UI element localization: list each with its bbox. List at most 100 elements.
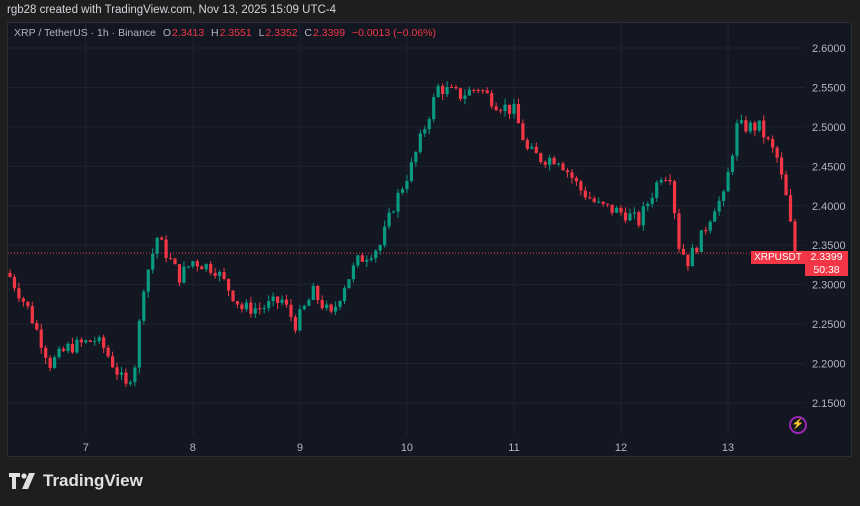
lightning-icon[interactable]: ⚡ (789, 416, 807, 434)
candle-body (556, 163, 561, 165)
candle-body (316, 286, 320, 301)
candle-body (762, 120, 766, 138)
candle-body (503, 104, 507, 112)
candle-body (494, 106, 498, 111)
candle-body (695, 247, 699, 253)
candle-body (521, 123, 525, 141)
candle-body (775, 147, 779, 158)
candle-body (512, 104, 516, 114)
candle-body (84, 340, 88, 343)
candle-body (93, 341, 97, 343)
candle-body (619, 207, 623, 213)
candle-body (548, 157, 552, 165)
candle-body (387, 212, 391, 227)
candle-body (182, 266, 186, 283)
time-tick-label: 13 (722, 442, 734, 454)
time-tick-label: 11 (508, 442, 519, 454)
candle-body (320, 300, 324, 309)
candle-body (481, 90, 485, 92)
candle-body (744, 120, 748, 132)
symbol-info[interactable]: XRP / TetherUS · 1h · Binance (14, 27, 157, 39)
candle-body (574, 177, 579, 182)
candle-body (218, 272, 222, 276)
brand-name: TradingView (43, 471, 143, 490)
low-label: L (258, 27, 265, 39)
candle-body (610, 204, 614, 213)
candle-body (204, 263, 208, 270)
candle-body (441, 85, 445, 95)
candle-body (12, 276, 17, 289)
candle-body (155, 237, 159, 254)
candle-body (356, 255, 360, 266)
candle-body (97, 337, 101, 342)
candle-body (601, 201, 605, 204)
chart-panel[interactable] (7, 22, 852, 457)
ohlc-legend: XRP / TetherUS · 1h · Binance O2.3413 H2… (14, 27, 437, 39)
candle-body (222, 272, 226, 279)
candle-body (637, 212, 641, 226)
candle-body (177, 264, 182, 283)
candle-body (137, 320, 141, 368)
candle-body (119, 372, 124, 375)
candle-body (543, 162, 547, 165)
candle-body (570, 172, 574, 178)
candle-body (699, 230, 703, 253)
candle-body (409, 162, 413, 182)
candle-body (405, 181, 409, 190)
candle-body (106, 347, 110, 357)
candle-body (124, 372, 128, 384)
candle-body (293, 316, 298, 331)
candle-body (79, 339, 83, 343)
candle-body (463, 95, 467, 99)
candle-body (173, 258, 177, 265)
candle-body (151, 253, 155, 270)
candle-body (146, 269, 150, 292)
candle-body (284, 299, 289, 305)
candle-body (186, 266, 190, 268)
candle-body (347, 279, 351, 289)
price-tick-label: 2.6000 (812, 43, 846, 55)
candle-body (579, 181, 583, 191)
candle-body (485, 90, 489, 94)
candle-body (606, 203, 610, 205)
candle-body (289, 304, 293, 317)
candle-body (48, 357, 52, 368)
candle-body (432, 97, 436, 120)
candle-body (329, 304, 333, 312)
candle-body (195, 261, 199, 267)
candle-body (333, 306, 338, 312)
candle-body (75, 339, 79, 353)
candle-body (213, 272, 217, 276)
price-tick-label: 2.3000 (812, 280, 846, 292)
candle-body (276, 296, 280, 303)
candle-body (360, 255, 364, 262)
candle-body (17, 288, 21, 299)
candle-body (686, 254, 690, 267)
bar-countdown: 50:38 (813, 263, 840, 276)
candle-body (708, 221, 712, 231)
candle-body (565, 170, 570, 173)
candle-body (26, 301, 30, 307)
candle-body (766, 137, 770, 139)
candle-body (391, 211, 396, 213)
candle-body (342, 288, 347, 302)
chart-credit: rgb28 created with TradingView.com, Nov … (7, 4, 336, 16)
candle-body (418, 133, 422, 152)
candle-body (530, 146, 534, 149)
candle-body (476, 89, 480, 91)
candle-body (561, 163, 565, 171)
price-tick-label: 2.3500 (812, 240, 846, 252)
close-value: 2.3399 (312, 27, 346, 39)
candle-body (588, 197, 592, 199)
candle-body (592, 198, 596, 202)
candle-body (423, 129, 427, 134)
candle-body (240, 304, 244, 310)
price-tick-label: 2.2500 (812, 319, 846, 331)
tradingview-logo[interactable]: TradingView (9, 471, 143, 491)
candle-body (351, 265, 356, 280)
candle-body (672, 181, 677, 214)
candle-body (490, 93, 494, 107)
candle-body (249, 302, 253, 314)
candle-body (628, 213, 632, 221)
